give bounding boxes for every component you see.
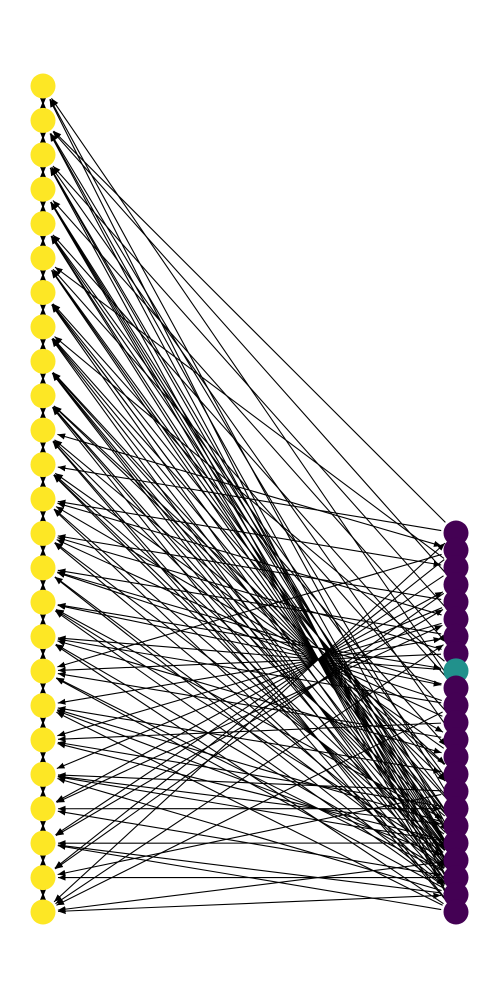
graph-edge (53, 474, 446, 851)
left-node (30, 142, 56, 168)
left-node (30, 107, 56, 133)
right-node (443, 710, 469, 735)
right-node (443, 623, 469, 649)
right-node (443, 882, 469, 908)
left-node (30, 176, 56, 202)
right-node (443, 847, 469, 873)
graph-edge (57, 571, 442, 685)
right-node (443, 899, 469, 925)
right-node (443, 537, 469, 563)
edges-layer (39, 97, 450, 915)
left-node (30, 245, 56, 271)
graph-edge (57, 568, 442, 635)
left-node (30, 589, 56, 615)
left-node (30, 555, 56, 581)
right-node (443, 744, 469, 770)
left-node (30, 211, 56, 237)
right-node (443, 761, 469, 787)
right-node (443, 554, 469, 580)
right-node (443, 692, 469, 718)
right-node (443, 520, 469, 546)
left-node (30, 865, 56, 891)
graph-edge (52, 441, 447, 901)
graph-edge (49, 167, 450, 865)
left-node (30, 899, 56, 925)
graph-edge (56, 677, 443, 872)
graph-edge (51, 270, 448, 832)
left-node (30, 796, 56, 822)
graph-edge (50, 235, 449, 849)
right-node (443, 589, 469, 615)
left-node (30, 452, 56, 478)
right-node (443, 606, 469, 632)
graph-edge (51, 235, 448, 814)
right-node (443, 675, 469, 701)
left-node (30, 520, 56, 546)
right-node (443, 641, 469, 667)
left-node (30, 314, 56, 340)
right-node (443, 865, 469, 891)
graph-edge (51, 98, 448, 676)
right-node (443, 813, 469, 839)
nodes-layer (30, 73, 469, 925)
graph-edge (54, 542, 445, 869)
left-node (30, 73, 56, 99)
left-node (30, 624, 56, 650)
left-node (30, 280, 56, 305)
graph-edge (54, 336, 445, 662)
graph-edge (57, 892, 442, 915)
left-node (30, 830, 56, 856)
graph-edge (54, 610, 445, 887)
left-node (30, 383, 56, 409)
right-node (443, 572, 469, 598)
highlight-node (443, 658, 469, 684)
left-node (30, 348, 56, 374)
graph-edge (57, 793, 442, 876)
left-node (30, 486, 56, 512)
graph-edge (57, 502, 442, 616)
right-node (443, 830, 469, 856)
left-node (30, 417, 56, 443)
right-node (443, 778, 469, 804)
graph-edge (51, 407, 448, 901)
left-node (30, 693, 56, 718)
right-node (443, 796, 469, 822)
graph-edge (51, 166, 448, 728)
left-node (30, 727, 56, 753)
left-node (30, 658, 56, 684)
right-node (443, 727, 469, 753)
left-node (30, 761, 56, 787)
